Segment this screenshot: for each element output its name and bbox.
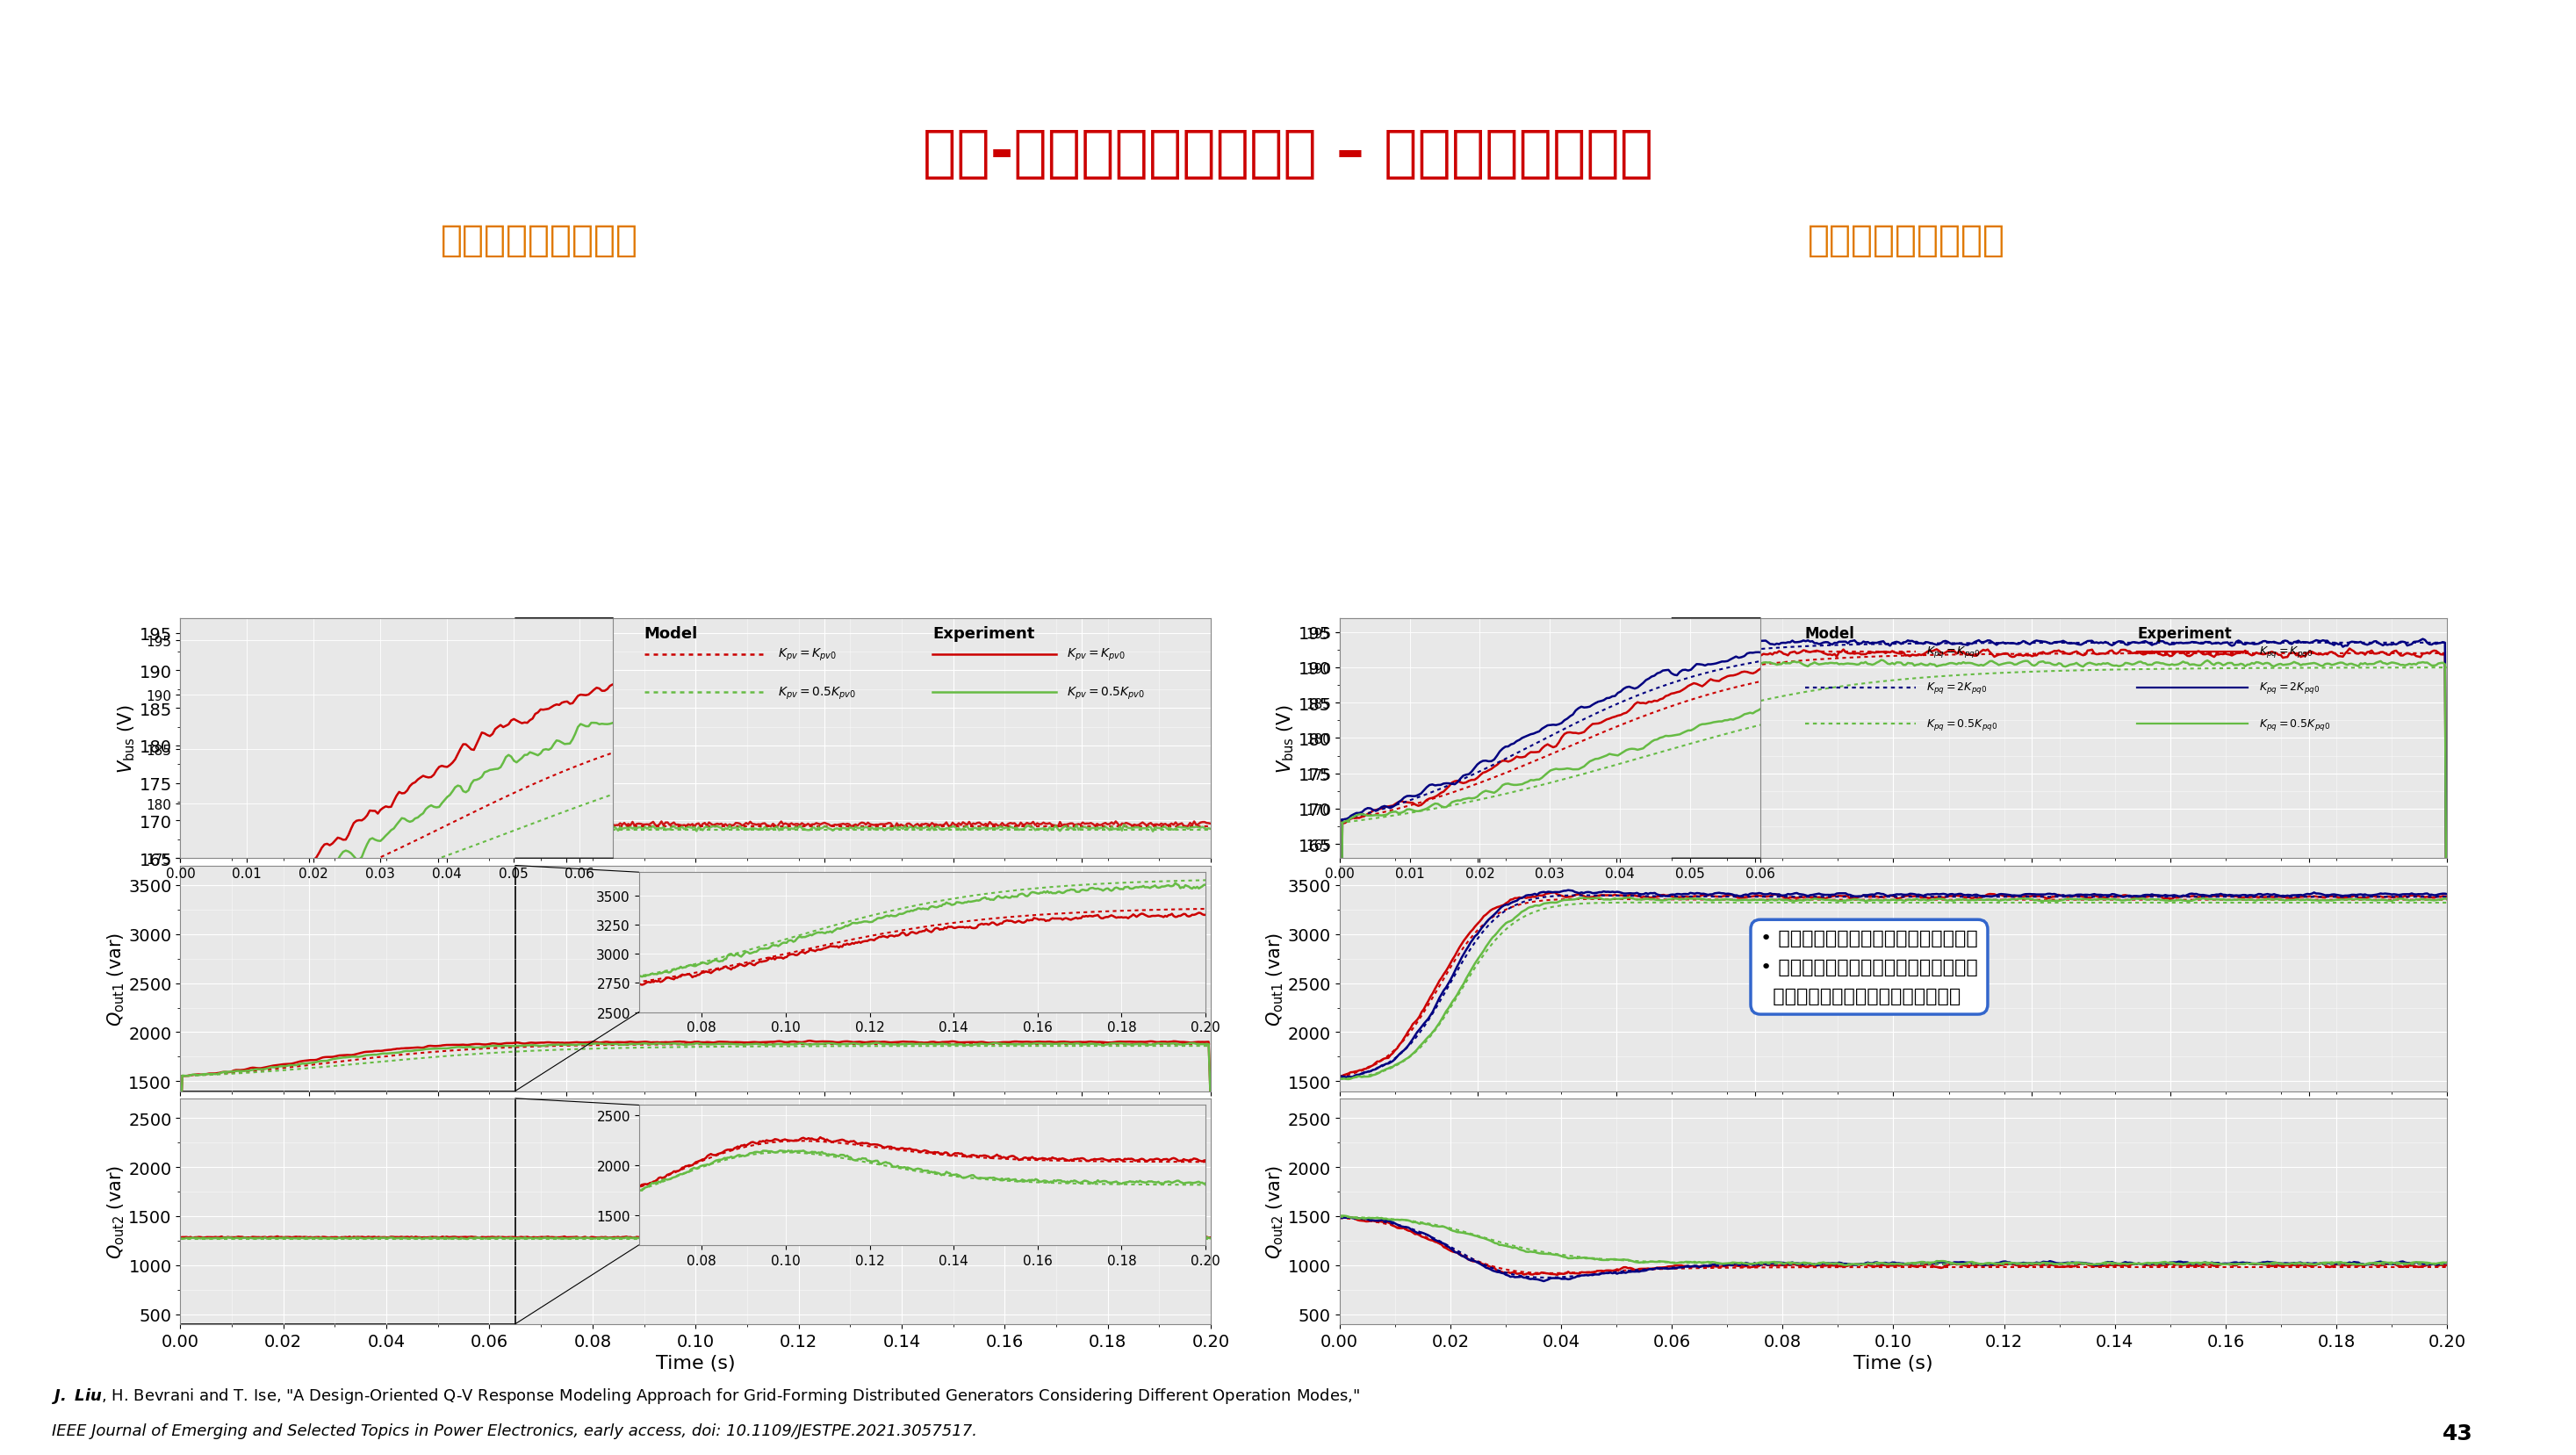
Text: $K_{pq}=K_{pq0}$: $K_{pq}=K_{pq0}$: [2259, 645, 2313, 659]
Text: $K_{pv}=K_{pv0}$: $K_{pv}=K_{pv0}$: [1066, 646, 1126, 662]
Bar: [180, 866, 515, 1091]
Text: Experiment: Experiment: [2138, 626, 2231, 642]
Bar: [180, 618, 515, 858]
Text: 无功-电压控制方法的比较 – 双机并联动态响应: 无功-电压控制方法的比较 – 双机并联动态响应: [922, 125, 1654, 180]
Text: $K_{pq}=K_{pq0}$: $K_{pq}=K_{pq0}$: [1927, 645, 1981, 659]
Text: 西安交通大學(xué)
XIAN JIAOTONG UNIVERSITY: 西安交通大學(xué) XIAN JIAOTONG UNIVERSITY: [2354, 38, 2488, 57]
Text: IEEE Journal of Emerging and Selected Topics in Power Electronics, early access,: IEEE Journal of Emerging and Selected To…: [52, 1423, 976, 1438]
Y-axis label: $Q_\mathrm{out1}$ (var): $Q_\mathrm{out1}$ (var): [1265, 931, 1285, 1026]
Y-axis label: $Q_\mathrm{out2}$ (var): $Q_\mathrm{out2}$ (var): [106, 1164, 126, 1259]
Text: 四、多工况建模分析的结果及应用: 四、多工况建模分析的结果及应用: [31, 32, 317, 63]
X-axis label: Time (s): Time (s): [1855, 1355, 1932, 1372]
Text: Model: Model: [1806, 626, 1855, 642]
Text: $K_{pq}=2K_{pq0}$: $K_{pq}=2K_{pq0}$: [2259, 681, 2321, 695]
Text: $K_{pv}=K_{pv0}$: $K_{pv}=K_{pv0}$: [778, 646, 837, 662]
Text: Model: Model: [644, 626, 698, 642]
Y-axis label: $V_\mathrm{bus}$ (V): $V_\mathrm{bus}$ (V): [116, 704, 137, 773]
Text: 内环为电压电流双环: 内环为电压电流双环: [440, 221, 639, 259]
Bar: [1340, 618, 1672, 858]
Text: $K_{pv}=0.5K_{pv0}$: $K_{pv}=0.5K_{pv0}$: [1066, 685, 1144, 701]
Text: $K_{pq}=0.5K_{pq0}$: $K_{pq}=0.5K_{pq0}$: [2259, 716, 2331, 732]
Y-axis label: $Q_\mathrm{out1}$ (var): $Q_\mathrm{out1}$ (var): [106, 931, 126, 1026]
Text: 43: 43: [2442, 1423, 2473, 1443]
Text: $K_{pv}=0.5K_{pv0}$: $K_{pv}=0.5K_{pv0}$: [778, 685, 855, 701]
Text: Experiment: Experiment: [933, 626, 1036, 642]
Y-axis label: $Q_\mathrm{out2}$ (var): $Q_\mathrm{out2}$ (var): [1265, 1164, 1285, 1259]
Y-axis label: $V_\mathrm{bus}$ (V): $V_\mathrm{bus}$ (V): [1275, 704, 1296, 773]
Text: • 双机并联本身可以视为两种模式的叠加
• 实验结果显示双机并联情景下的结果综
  合了单机并网和单机孤岛模式的特点: • 双机并联本身可以视为两种模式的叠加 • 实验结果显示双机并联情景下的结果综 …: [1759, 930, 1978, 1005]
Bar: [180, 1099, 515, 1324]
Text: $K_{pq}=0.5K_{pq0}$: $K_{pq}=0.5K_{pq0}$: [1927, 716, 1999, 732]
Text: $\bfit{J.\ Liu}$, H. Bevrani and T. Ise, "A Design-Oriented Q-V Response Modelin: $\bfit{J.\ Liu}$, H. Bevrani and T. Ise,…: [52, 1385, 1360, 1406]
X-axis label: Time (s): Time (s): [657, 1355, 734, 1372]
Text: $K_{pq}=2K_{pq0}$: $K_{pq}=2K_{pq0}$: [1927, 681, 1989, 695]
Text: 内环为无功功率单环: 内环为无功功率单环: [1808, 221, 2004, 259]
